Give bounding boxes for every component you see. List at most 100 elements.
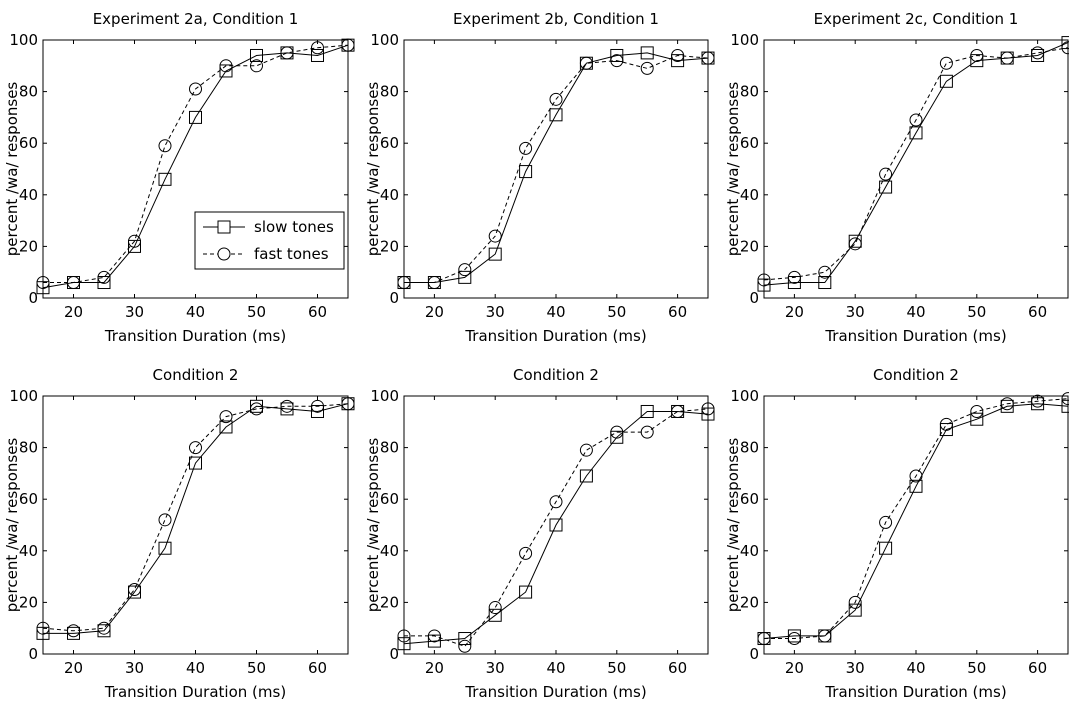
fast-tones-marker — [250, 402, 263, 416]
y-tick-label: 60 — [380, 490, 399, 508]
fast-tones-marker — [250, 59, 263, 73]
slow-tones-line — [763, 42, 1069, 286]
y-tick-label: 0 — [28, 645, 38, 663]
y-tick-label: 20 — [380, 237, 399, 255]
y-axis-label: percent /wa/ responses — [364, 82, 382, 257]
fast-tones-marker — [219, 410, 233, 424]
x-tick-label: 60 — [308, 303, 327, 321]
slow-tones-marker — [848, 603, 862, 617]
chart-title: Experiment 2c, Condition 1 — [814, 10, 1019, 28]
y-tick-label: 100 — [730, 387, 759, 405]
slow-tones-marker — [549, 108, 563, 122]
fast-tones-marker — [158, 139, 172, 153]
fast-tones-marker — [671, 48, 685, 62]
slow-tones-marker — [1000, 399, 1014, 413]
y-tick-label: 20 — [380, 593, 399, 611]
x-tick-label: 60 — [308, 659, 327, 677]
x-tick-label: 60 — [1028, 303, 1047, 321]
slow-tones-marker — [189, 110, 202, 124]
slow-tones-line — [404, 52, 709, 283]
slow-tones-marker — [97, 624, 111, 638]
fast-tones-marker — [671, 404, 685, 418]
x-tick-label: 50 — [967, 303, 986, 321]
y-tick-label: 60 — [380, 134, 399, 152]
fast-tones-marker — [610, 425, 624, 439]
fast-tones-marker — [488, 229, 502, 243]
chart-panel-5: Condition 2 20 30 40 50 60 0 20 40 60 80 100 Transit… — [364, 366, 715, 701]
slow-tones-marker — [219, 420, 233, 434]
fast-tones-marker — [36, 621, 50, 635]
x-tick-label: 50 — [967, 659, 986, 677]
y-tick-label: 80 — [19, 83, 38, 101]
y-tick-label: 60 — [740, 134, 759, 152]
fast-tones-marker — [1061, 41, 1069, 55]
y-axis-label: percent /wa/ responses — [724, 438, 742, 613]
y-tick-label: 40 — [19, 186, 38, 204]
slow-tones-line — [42, 44, 349, 289]
slow-tones-marker — [128, 239, 141, 253]
fast-tones-marker — [1031, 46, 1045, 60]
fast-tones-marker — [549, 495, 563, 509]
slow-tones-marker — [250, 399, 263, 413]
legend-label: fast tones — [254, 245, 329, 263]
y-tick-label: 0 — [749, 289, 759, 307]
fast-tones-marker — [1061, 392, 1069, 406]
slow-tones-marker — [818, 276, 832, 290]
x-tick-label: 40 — [546, 659, 565, 677]
x-tick-label: 40 — [186, 303, 205, 321]
slow-tones-marker — [97, 276, 111, 290]
slow-tones-marker — [519, 165, 533, 179]
fast-tones-marker — [427, 276, 441, 290]
y-tick-label: 100 — [9, 387, 38, 405]
slow-tones-marker — [549, 518, 563, 532]
fast-tones-marker — [397, 276, 411, 290]
y-tick-label: 20 — [19, 593, 38, 611]
slow-tones-marker — [488, 247, 502, 261]
fast-tones-marker — [427, 629, 441, 643]
x-tick-label: 60 — [668, 659, 687, 677]
fast-tones-marker — [67, 276, 80, 290]
fast-tones-marker — [341, 397, 355, 411]
y-axis-label: percent /wa/ responses — [724, 82, 742, 257]
fast-tones-marker — [939, 417, 953, 431]
y-tick-label: 60 — [740, 490, 759, 508]
fast-tones-marker — [848, 237, 862, 251]
legend-square-marker — [217, 220, 231, 234]
slow-tones-marker — [36, 626, 50, 640]
slow-tones-marker — [879, 541, 893, 555]
slow-tones-marker — [970, 412, 984, 426]
y-axis-label: percent /wa/ responses — [3, 438, 21, 613]
slow-tones-line — [43, 403, 349, 634]
slow-tones-marker — [787, 276, 801, 290]
slow-tones-marker — [1061, 36, 1069, 50]
chart-title: Experiment 2a, Condition 1 — [93, 10, 299, 28]
y-tick-label: 80 — [19, 439, 38, 457]
fast-tones-marker — [67, 624, 80, 638]
chart-panel-6: Condition 2 20 30 40 50 60 0 20 40 60 80 100 Transit… — [724, 366, 1069, 701]
slow-tones-marker — [909, 126, 923, 140]
fast-tones-marker — [519, 141, 533, 155]
fast-tones-marker — [701, 402, 715, 416]
y-tick-label: 100 — [370, 387, 399, 405]
slow-tones-line — [403, 411, 709, 645]
fast-tones-marker — [909, 113, 923, 127]
x-axis-label: Transition Duration (ms) — [104, 683, 286, 701]
x-tick-label: 30 — [125, 303, 144, 321]
slow-tones-marker — [519, 585, 533, 599]
slow-tones-marker — [1031, 48, 1045, 62]
y-tick-label: 100 — [9, 31, 38, 49]
x-tick-label: 50 — [607, 303, 626, 321]
plot-frame — [763, 39, 1069, 299]
x-tick-label: 40 — [186, 659, 205, 677]
slow-tones-marker — [158, 172, 172, 186]
x-tick-label: 50 — [247, 303, 266, 321]
x-axis-label: Transition Duration (ms) — [824, 327, 1006, 345]
x-tick-label: 40 — [906, 659, 925, 677]
y-tick-label: 0 — [389, 289, 399, 307]
fast-tones-marker — [1000, 397, 1014, 411]
legend-label: slow tones — [254, 218, 334, 236]
chart-title: Experiment 2b, Condition 1 — [453, 10, 659, 28]
y-tick-label: 80 — [740, 83, 759, 101]
y-tick-label: 40 — [19, 542, 38, 560]
x-tick-label: 20 — [64, 303, 83, 321]
